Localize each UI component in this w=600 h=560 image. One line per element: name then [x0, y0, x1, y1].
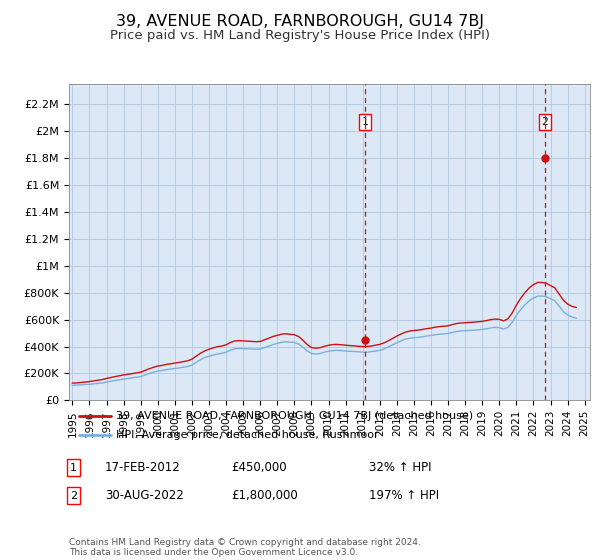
Text: 32% ↑ HPI: 32% ↑ HPI [369, 461, 431, 474]
Text: 2: 2 [541, 117, 548, 127]
Text: 39, AVENUE ROAD, FARNBOROUGH, GU14 7BJ: 39, AVENUE ROAD, FARNBOROUGH, GU14 7BJ [116, 14, 484, 29]
Text: 39, AVENUE ROAD, FARNBOROUGH, GU14 7BJ (detached house): 39, AVENUE ROAD, FARNBOROUGH, GU14 7BJ (… [116, 411, 473, 421]
Text: Contains HM Land Registry data © Crown copyright and database right 2024.
This d: Contains HM Land Registry data © Crown c… [69, 538, 421, 557]
Text: Price paid vs. HM Land Registry's House Price Index (HPI): Price paid vs. HM Land Registry's House … [110, 29, 490, 42]
Text: £450,000: £450,000 [231, 461, 287, 474]
Text: 2: 2 [70, 491, 77, 501]
Text: £1,800,000: £1,800,000 [231, 489, 298, 502]
Text: HPI: Average price, detached house, Rushmoor: HPI: Average price, detached house, Rush… [116, 430, 379, 440]
Text: 1: 1 [70, 463, 77, 473]
Text: 197% ↑ HPI: 197% ↑ HPI [369, 489, 439, 502]
Text: 17-FEB-2012: 17-FEB-2012 [105, 461, 181, 474]
Text: 1: 1 [362, 117, 368, 127]
Text: 30-AUG-2022: 30-AUG-2022 [105, 489, 184, 502]
